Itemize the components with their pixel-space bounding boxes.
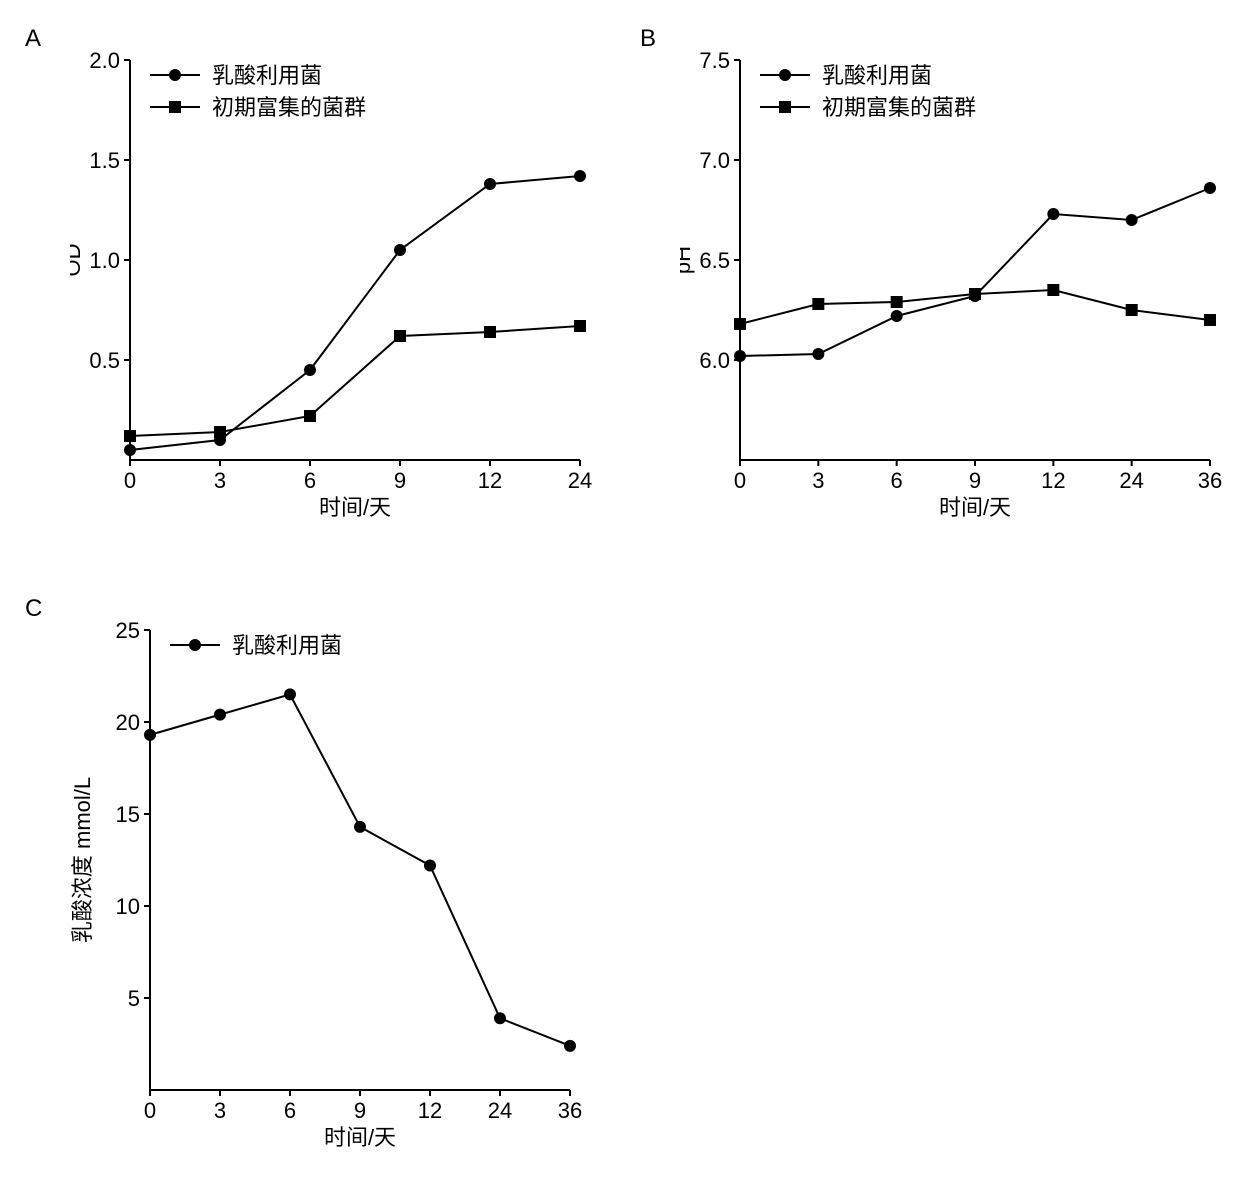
panel-label-b: B	[640, 25, 656, 53]
svg-text:时间/天: 时间/天	[319, 495, 391, 520]
svg-text:20: 20	[116, 710, 140, 735]
svg-text:0.5: 0.5	[89, 348, 120, 373]
svg-text:7.0: 7.0	[699, 148, 730, 173]
svg-text:7.5: 7.5	[699, 48, 730, 73]
svg-text:9: 9	[394, 468, 406, 493]
svg-text:0: 0	[144, 1098, 156, 1123]
panel-label-a: A	[25, 25, 41, 53]
svg-text:6: 6	[304, 468, 316, 493]
svg-text:3: 3	[214, 1098, 226, 1123]
svg-text:1.5: 1.5	[89, 148, 120, 173]
panel-label-c: C	[25, 595, 42, 623]
chart-c: 5101520250369122436时间/天乳酸浓度 mmol/L乳酸利用菌	[70, 600, 610, 1160]
svg-text:24: 24	[488, 1098, 512, 1123]
svg-text:时间/天: 时间/天	[324, 1125, 396, 1150]
svg-text:初期富集的菌群: 初期富集的菌群	[212, 95, 366, 120]
svg-text:6.0: 6.0	[699, 348, 730, 373]
svg-text:9: 9	[354, 1098, 366, 1123]
svg-text:6: 6	[284, 1098, 296, 1123]
svg-text:OD: OD	[70, 244, 85, 277]
svg-text:1.0: 1.0	[89, 248, 120, 273]
svg-text:5: 5	[128, 986, 140, 1011]
chart-a: 0.5 1.0 1.5 2.0 0 3 6 9 12 24 时间/天 OD 乳酸利用菌初期富集的菌群	[70, 30, 610, 530]
svg-text:9: 9	[969, 468, 981, 493]
svg-text:0: 0	[734, 468, 746, 493]
svg-text:10: 10	[116, 894, 140, 919]
svg-text:乳酸利用菌: 乳酸利用菌	[822, 63, 932, 88]
svg-text:3: 3	[812, 468, 824, 493]
svg-text:25: 25	[116, 618, 140, 643]
svg-text:36: 36	[1198, 468, 1222, 493]
svg-text:6.5: 6.5	[699, 248, 730, 273]
svg-text:36: 36	[558, 1098, 582, 1123]
svg-text:24: 24	[568, 468, 592, 493]
svg-text:12: 12	[478, 468, 502, 493]
svg-text:3: 3	[214, 468, 226, 493]
svg-text:pH: pH	[680, 246, 695, 274]
chart-b: 6.06.57.07.50369122436时间/天pH乳酸利用菌初期富集的菌群	[680, 30, 1230, 530]
svg-text:12: 12	[1041, 468, 1065, 493]
svg-text:初期富集的菌群: 初期富集的菌群	[822, 95, 976, 120]
svg-text:0: 0	[124, 468, 136, 493]
svg-text:乳酸利用菌: 乳酸利用菌	[232, 633, 342, 658]
svg-text:6: 6	[891, 468, 903, 493]
svg-text:2.0: 2.0	[89, 48, 120, 73]
svg-text:乳酸利用菌: 乳酸利用菌	[212, 63, 322, 88]
svg-text:乳酸浓度 mmol/L: 乳酸浓度 mmol/L	[70, 777, 95, 943]
svg-text:15: 15	[116, 802, 140, 827]
svg-text:24: 24	[1119, 468, 1143, 493]
svg-text:12: 12	[418, 1098, 442, 1123]
svg-text:时间/天: 时间/天	[939, 495, 1011, 520]
